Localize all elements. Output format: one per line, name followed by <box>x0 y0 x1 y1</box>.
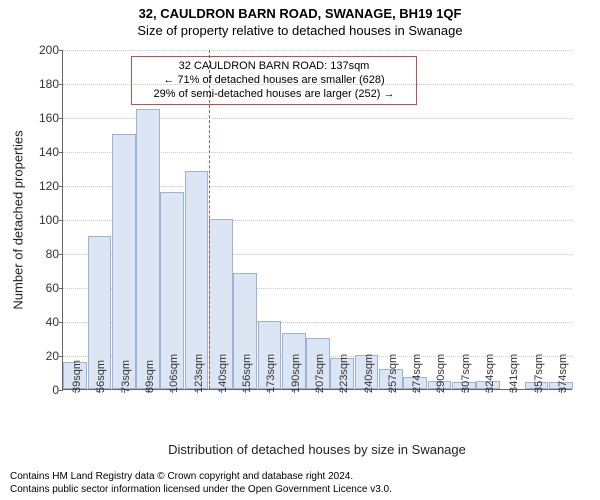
xtick-label: 357sqm <box>533 354 545 393</box>
chart-title-main: 32, CAULDRON BARN ROAD, SWANAGE, BH19 1Q… <box>0 6 600 21</box>
histogram-bar <box>136 109 160 390</box>
ytick-mark <box>59 254 63 255</box>
xtick-label: 106sqm <box>168 354 180 393</box>
chart-title-sub: Size of property relative to detached ho… <box>0 23 600 38</box>
footer-line-2: Contains public sector information licen… <box>10 484 392 497</box>
plot-area: 02040608010012014016018020039sqm56sqm73s… <box>62 50 572 390</box>
footer-line-1: Contains HM Land Registry data © Crown c… <box>10 471 392 484</box>
annotation-box: 32 CAULDRON BARN ROAD: 137sqm← 71% of de… <box>131 56 417 105</box>
xtick-label: 240sqm <box>363 354 375 393</box>
ytick-mark <box>59 288 63 289</box>
ytick-mark <box>59 390 63 391</box>
ytick-mark <box>59 118 63 119</box>
xtick-label: 374sqm <box>557 354 569 393</box>
xtick-label: 307sqm <box>460 354 472 393</box>
xtick-label: 156sqm <box>241 354 253 393</box>
footer-attribution: Contains HM Land Registry data © Crown c… <box>10 471 392 496</box>
ytick-label: 200 <box>39 43 59 57</box>
ytick-mark <box>59 322 63 323</box>
xtick-label: 223sqm <box>338 354 350 393</box>
xtick-label: 257sqm <box>387 354 399 393</box>
ytick-label: 80 <box>46 247 59 261</box>
xtick-label: 123sqm <box>193 354 205 393</box>
gridline <box>63 50 572 51</box>
xtick-label: 89sqm <box>144 360 156 393</box>
xtick-label: 190sqm <box>290 354 302 393</box>
ytick-mark <box>59 84 63 85</box>
xtick-label: 73sqm <box>120 360 132 393</box>
xtick-label: 173sqm <box>265 354 277 393</box>
ytick-label: 60 <box>46 281 59 295</box>
title-block: 32, CAULDRON BARN ROAD, SWANAGE, BH19 1Q… <box>0 0 600 38</box>
xtick-label: 207sqm <box>314 354 326 393</box>
histogram-bar <box>112 134 136 389</box>
xtick-label: 341sqm <box>508 354 520 393</box>
y-axis-label: Number of detached properties <box>11 130 26 309</box>
ytick-mark <box>59 356 63 357</box>
xtick-label: 39sqm <box>71 360 83 393</box>
ytick-label: 140 <box>39 145 59 159</box>
xtick-label: 274sqm <box>411 354 423 393</box>
annotation-line: 29% of semi-detached houses are larger (… <box>138 88 410 102</box>
ytick-mark <box>59 152 63 153</box>
ytick-label: 40 <box>46 315 59 329</box>
ytick-mark <box>59 50 63 51</box>
xtick-label: 56sqm <box>95 360 107 393</box>
xtick-label: 140sqm <box>217 354 229 393</box>
annotation-line: ← 71% of detached houses are smaller (62… <box>138 74 410 88</box>
ytick-label: 20 <box>46 349 59 363</box>
chart-container: 32, CAULDRON BARN ROAD, SWANAGE, BH19 1Q… <box>0 0 600 500</box>
ytick-label: 180 <box>39 77 59 91</box>
ytick-mark <box>59 220 63 221</box>
ytick-label: 160 <box>39 111 59 125</box>
ytick-mark <box>59 186 63 187</box>
x-axis-label: Distribution of detached houses by size … <box>168 442 466 457</box>
ytick-label: 100 <box>39 213 59 227</box>
annotation-line: 32 CAULDRON BARN ROAD: 137sqm <box>138 60 410 74</box>
xtick-label: 290sqm <box>435 354 447 393</box>
ytick-label: 120 <box>39 179 59 193</box>
ytick-label: 0 <box>52 383 59 397</box>
xtick-label: 324sqm <box>484 354 496 393</box>
